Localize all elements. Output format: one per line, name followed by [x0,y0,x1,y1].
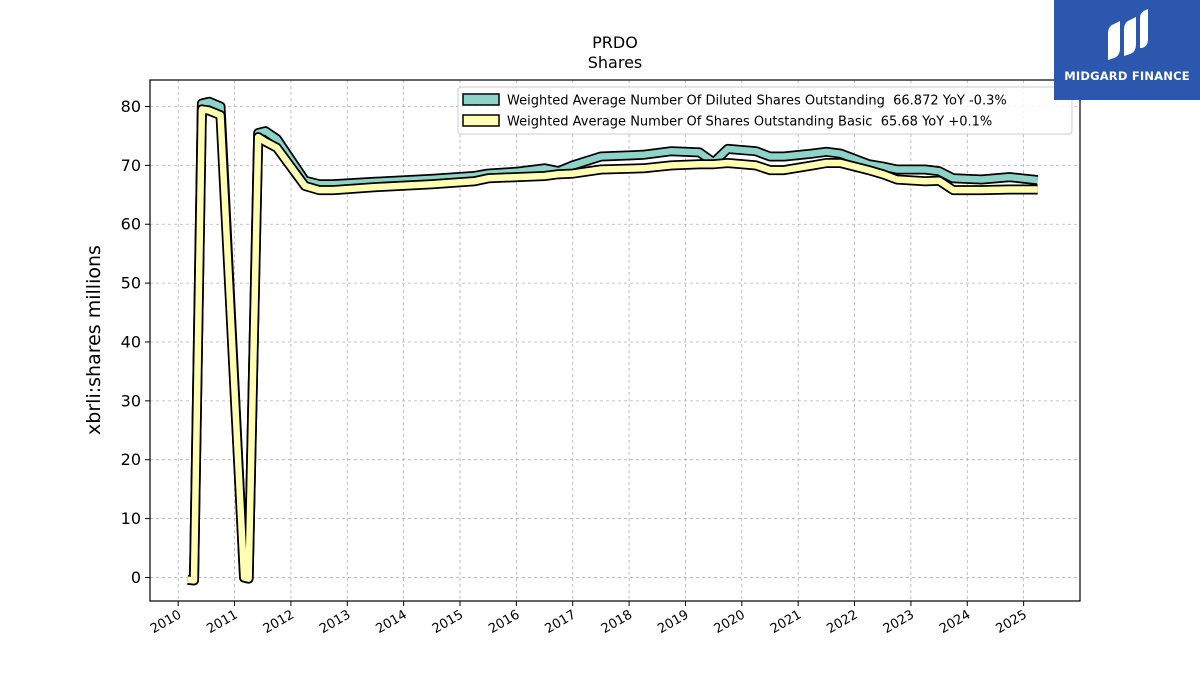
x-axis-ticks: 2010 2011 2012 2013 2014 2015 2016 2017 2018 2019… [148,601,1030,637]
x-tick-label: 2024 [937,607,973,637]
x-tick-label: 2014 [373,607,409,637]
x-tick-label: 2010 [148,607,184,637]
x-tick-label: 2025 [993,607,1029,637]
midgard-logo-icon [1108,9,1148,60]
x-tick-label: 2015 [430,607,466,637]
y-tick-label: 60 [121,215,141,234]
y-tick-label: 80 [121,97,141,116]
chart-title: PRDO [592,33,638,52]
plot-frame [149,79,1081,602]
chart-subtitle: Shares [588,53,643,72]
x-tick-label: 2018 [599,607,635,637]
y-tick-label: 50 [121,274,141,293]
legend-swatch-basic [462,114,500,127]
y-axis-ticks: 0 10 20 30 40 50 60 70 80 [121,97,150,587]
x-tick-label: 2021 [768,607,804,637]
legend-swatch-diluted [462,93,500,106]
series-layer [187,96,1039,586]
x-tick-label: 2011 [204,607,240,637]
y-axis-label: xbrli:shares millions [83,245,105,435]
legend-label-diluted: Weighted Average Number Of Diluted Share… [507,94,1007,109]
y-tick-label: 10 [121,509,141,528]
y-tick-label: 40 [121,332,141,351]
x-tick-label: 2017 [543,607,579,637]
legend-label-basic: Weighted Average Number Of Shares Outsta… [507,115,992,130]
x-tick-label: 2012 [261,607,297,637]
y-tick-label: 20 [121,450,141,469]
x-tick-label: 2013 [317,607,353,637]
legend-box [457,86,1073,135]
x-tick-label: 2023 [881,607,917,637]
y-tick-label: 70 [121,156,141,175]
y-tick-label: 30 [121,391,141,410]
x-tick-label: 2020 [712,607,748,637]
legend: Weighted Average Number Of Diluted Share… [457,86,1073,135]
x-tick-label: 2022 [824,607,860,637]
brand-logo: MIDGARD FINANCE [1054,0,1200,100]
series-line-1 [187,106,1038,584]
x-tick-label: 2016 [486,607,522,637]
x-tick-label: 2019 [655,607,691,637]
y-tick-label: 0 [131,568,141,587]
logo-text: MIDGARD FINANCE [1064,69,1190,83]
